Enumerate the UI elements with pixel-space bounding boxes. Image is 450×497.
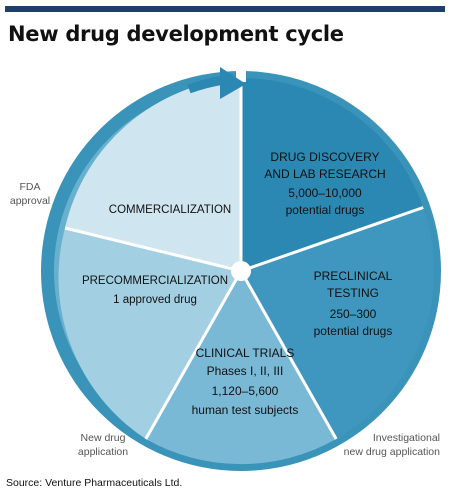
- label-drug-discovery: DRUG DISCOVERY AND LAB RESEARCH 5,000–10…: [264, 150, 385, 217]
- drug-discovery-count: 5,000–10,000: [288, 186, 362, 200]
- clinical-unit: human test subjects: [192, 403, 299, 417]
- nda-line-1: New drug: [81, 432, 126, 444]
- segment-preclinical: [241, 207, 434, 439]
- source-note: Source: Venture Pharmaceuticals Ltd.: [6, 477, 183, 489]
- nda-line-2: application: [78, 446, 128, 458]
- clinical-title: CLINICAL TRIALS: [196, 346, 295, 360]
- segment-precommercialization: [58, 228, 241, 439]
- clinical-phases: Phases I, II, III: [207, 364, 284, 378]
- header-bar: [5, 6, 445, 12]
- preclinical-title-1: PRECLINICAL: [314, 269, 393, 283]
- ind-line-1: Investigational: [373, 432, 440, 444]
- milestone-investigational-application: Investigational new drug application: [344, 432, 440, 458]
- fda-line-2: approval: [10, 195, 50, 207]
- drug-discovery-unit: potential drugs: [286, 203, 365, 217]
- center-hub: [231, 261, 251, 281]
- diagram-title: New drug development cycle: [8, 22, 344, 46]
- drug-discovery-title-1: DRUG DISCOVERY: [270, 150, 379, 164]
- milestone-fda: FDA approval: [10, 181, 50, 207]
- preclinical-count: 250–300: [330, 307, 377, 321]
- fda-line-1: FDA: [20, 181, 41, 193]
- ind-line-2: new drug application: [344, 446, 440, 458]
- preclinical-title-2: TESTING: [327, 286, 379, 300]
- preclinical-unit: potential drugs: [314, 324, 393, 338]
- label-preclinical: PRECLINICAL TESTING 250–300 potential dr…: [314, 269, 393, 338]
- drug-discovery-title-2: AND LAB RESEARCH: [264, 167, 385, 181]
- precommercialization-count: 1 approved drug: [113, 294, 197, 306]
- label-precommercialization: PRECOMMERCIALIZATION 1 approved drug: [82, 275, 228, 306]
- commercialization-title: COMMERCIALIZATION: [109, 204, 231, 216]
- label-clinical-trials: CLINICAL TRIALS Phases I, II, III 1,120–…: [192, 346, 299, 417]
- segment-commercialization: [65, 78, 241, 271]
- cycle-arrow-icon: [220, 67, 246, 99]
- milestone-new-drug-application: New drug application: [78, 432, 128, 458]
- cycle-gap: [236, 66, 246, 82]
- segment-clinical-trials: [145, 271, 337, 465]
- clinical-count: 1,120–5,600: [212, 384, 279, 398]
- segment-dividers: [64, 78, 424, 440]
- label-commercialization: COMMERCIALIZATION: [109, 204, 231, 216]
- precommercialization-title: PRECOMMERCIALIZATION: [82, 275, 228, 287]
